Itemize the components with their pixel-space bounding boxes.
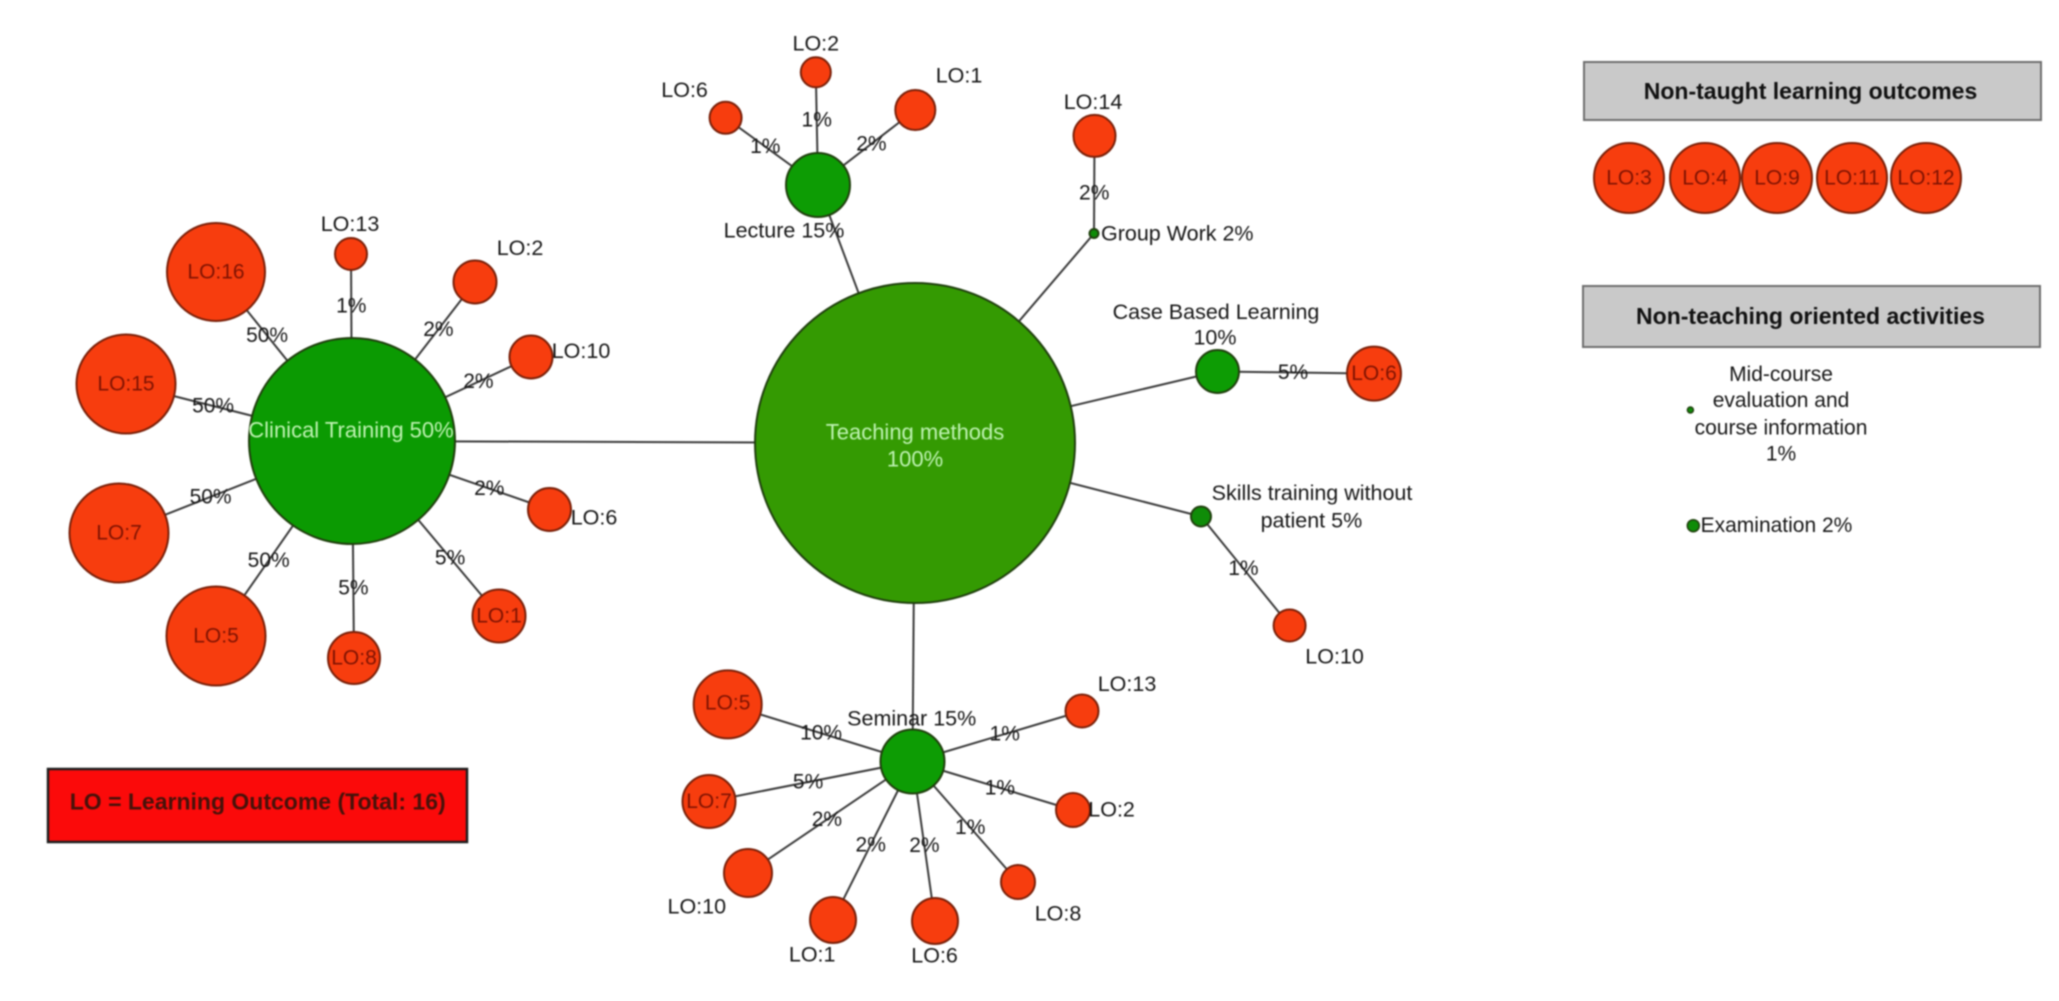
svg-text:LO:2: LO:2 <box>1088 798 1135 822</box>
svg-text:Mid-course: Mid-course <box>1729 363 1833 386</box>
svg-text:5%: 5% <box>793 771 823 794</box>
svg-text:Examination 2%: Examination 2% <box>1701 514 1853 537</box>
svg-text:LO:1: LO:1 <box>936 64 983 88</box>
svg-text:LO:1: LO:1 <box>476 605 522 628</box>
svg-text:2%: 2% <box>909 834 939 857</box>
svg-text:1%: 1% <box>1766 443 1796 466</box>
svg-text:LO:7: LO:7 <box>686 790 732 813</box>
svg-text:LO:5: LO:5 <box>705 692 751 715</box>
svg-text:50%: 50% <box>246 324 288 347</box>
svg-text:LO:10: LO:10 <box>552 339 611 363</box>
svg-text:LO:12: LO:12 <box>1897 167 1954 190</box>
svg-text:LO:5: LO:5 <box>193 625 239 648</box>
svg-text:LO:8: LO:8 <box>331 647 377 670</box>
svg-text:Non-teaching oriented activiti: Non-teaching oriented activities <box>1636 303 1985 329</box>
svg-text:course information: course information <box>1695 417 1868 440</box>
svg-text:LO:7: LO:7 <box>96 522 142 545</box>
svg-text:5%: 5% <box>338 577 368 600</box>
svg-text:LO:13: LO:13 <box>1098 672 1157 696</box>
svg-text:2%: 2% <box>474 477 504 500</box>
svg-text:LO:6: LO:6 <box>1351 362 1397 385</box>
svg-text:LO:11: LO:11 <box>1824 167 1880 190</box>
svg-text:patient 5%: patient 5% <box>1261 509 1363 533</box>
svg-text:2%: 2% <box>423 318 453 341</box>
svg-text:LO:4: LO:4 <box>1682 167 1728 190</box>
svg-text:Clinical Training 50%: Clinical Training 50% <box>248 418 453 443</box>
svg-text:Non-taught learning outcomes: Non-taught learning outcomes <box>1644 78 1978 104</box>
svg-text:Group Work 2%: Group Work 2% <box>1101 222 1254 246</box>
svg-text:LO:10: LO:10 <box>668 895 727 919</box>
svg-text:2%: 2% <box>812 808 842 831</box>
svg-text:10%: 10% <box>800 722 842 745</box>
svg-text:50%: 50% <box>248 549 290 572</box>
svg-text:1%: 1% <box>985 776 1015 799</box>
svg-text:LO:8: LO:8 <box>1035 902 1082 926</box>
svg-text:LO:9: LO:9 <box>1754 167 1800 190</box>
svg-text:5%: 5% <box>1278 361 1308 384</box>
svg-text:2%: 2% <box>463 370 493 393</box>
svg-text:Teaching methods: Teaching methods <box>826 420 1005 445</box>
svg-text:LO:6: LO:6 <box>911 944 958 968</box>
svg-text:5%: 5% <box>435 546 465 569</box>
svg-text:LO:15: LO:15 <box>97 373 154 396</box>
svg-text:LO:14: LO:14 <box>1064 90 1123 114</box>
svg-text:LO:10: LO:10 <box>1305 644 1364 668</box>
svg-text:50%: 50% <box>190 485 232 508</box>
svg-text:LO:2: LO:2 <box>497 236 544 260</box>
svg-text:50%: 50% <box>192 395 234 418</box>
svg-text:LO:16: LO:16 <box>187 261 244 284</box>
svg-text:1%: 1% <box>802 109 832 132</box>
svg-text:2%: 2% <box>856 132 886 155</box>
svg-text:2%: 2% <box>1079 181 1109 204</box>
svg-text:Skills training without: Skills training without <box>1212 481 1413 505</box>
svg-text:LO:3: LO:3 <box>1606 167 1652 190</box>
svg-text:LO:13: LO:13 <box>321 212 380 236</box>
svg-text:2%: 2% <box>856 833 886 856</box>
svg-text:1%: 1% <box>336 295 366 318</box>
svg-text:evaluation and: evaluation and <box>1713 389 1850 412</box>
svg-text:1%: 1% <box>990 723 1020 746</box>
svg-text:Case Based Learning: Case Based Learning <box>1113 300 1320 324</box>
svg-text:1%: 1% <box>750 135 780 158</box>
svg-text:10%: 10% <box>1193 326 1236 350</box>
svg-text:LO:6: LO:6 <box>571 506 618 530</box>
svg-text:Seminar 15%: Seminar 15% <box>847 707 976 731</box>
svg-text:100%: 100% <box>887 447 943 472</box>
svg-text:LO:1: LO:1 <box>789 942 836 966</box>
svg-text:Lecture 15%: Lecture 15% <box>724 219 845 243</box>
svg-text:1%: 1% <box>1228 557 1258 580</box>
svg-text:1%: 1% <box>955 816 985 839</box>
svg-text:LO:6: LO:6 <box>661 78 708 102</box>
svg-text:LO:2: LO:2 <box>792 31 839 55</box>
svg-text:LO = Learning Outcome (Total:: LO = Learning Outcome (Total: 16) <box>70 789 446 815</box>
